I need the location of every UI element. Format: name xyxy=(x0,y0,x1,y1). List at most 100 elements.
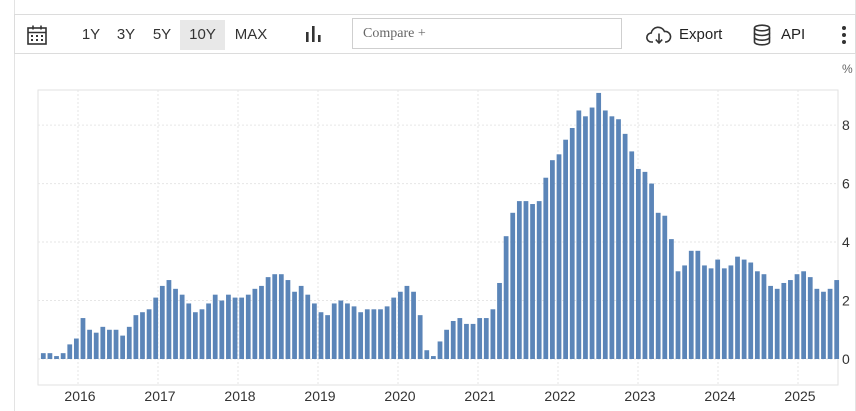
x-tick-label: 2021 xyxy=(464,388,495,404)
bar xyxy=(351,306,357,359)
bar xyxy=(153,297,159,359)
bar xyxy=(265,277,271,359)
bar xyxy=(173,288,178,359)
bar xyxy=(774,288,780,359)
bar xyxy=(801,271,807,359)
bar xyxy=(431,356,436,359)
bar xyxy=(358,312,364,359)
bar xyxy=(477,318,483,359)
range-max-button[interactable]: MAX xyxy=(234,26,268,43)
bar xyxy=(325,315,330,359)
range-10y-button[interactable]: 10Y xyxy=(180,20,225,50)
y-axis-unit: % xyxy=(842,62,853,76)
bar xyxy=(272,274,278,359)
bar xyxy=(735,256,740,359)
bar xyxy=(404,285,410,359)
bar xyxy=(364,309,370,359)
bar xyxy=(781,282,787,359)
compare-input[interactable] xyxy=(352,18,622,49)
bar xyxy=(245,294,251,359)
bar xyxy=(464,323,469,359)
bar xyxy=(675,271,681,359)
bar xyxy=(107,329,112,359)
api-button[interactable]: API xyxy=(753,20,813,50)
bar xyxy=(834,280,840,359)
bar xyxy=(384,306,390,359)
bar xyxy=(457,318,463,359)
y-tick-label: 8 xyxy=(842,117,850,133)
bar xyxy=(768,285,773,359)
bar xyxy=(616,119,621,359)
bar xyxy=(682,265,688,359)
y-tick-label: 4 xyxy=(842,234,850,250)
bar xyxy=(827,288,833,359)
bar xyxy=(60,353,66,359)
calendar-icon[interactable] xyxy=(26,24,48,46)
bar xyxy=(179,294,185,359)
bar xyxy=(378,309,383,359)
plot-area xyxy=(37,89,839,386)
bar xyxy=(371,309,377,359)
bar xyxy=(536,201,542,359)
chart-toolbar: 1Y 3Y 5Y 10Y MAX Export API xyxy=(14,14,856,54)
x-tick-label: 2017 xyxy=(144,388,175,404)
bar xyxy=(702,265,707,359)
bar xyxy=(510,212,516,359)
bar xyxy=(794,274,800,359)
bar xyxy=(40,353,46,359)
range-3y-button[interactable]: 3Y xyxy=(116,26,136,43)
bar xyxy=(126,326,132,359)
bar xyxy=(550,160,555,359)
bar xyxy=(113,329,119,359)
bar xyxy=(563,139,568,359)
bar xyxy=(338,300,344,359)
bar xyxy=(345,303,350,359)
bar xyxy=(133,315,139,359)
bar xyxy=(437,341,443,359)
bar xyxy=(67,344,73,359)
bar xyxy=(186,303,192,359)
bar xyxy=(807,277,813,359)
x-tick-label: 2025 xyxy=(784,388,815,404)
bar xyxy=(589,107,595,359)
bar xyxy=(569,128,575,359)
x-tick-label: 2018 xyxy=(224,388,255,404)
bar xyxy=(80,318,86,359)
bar xyxy=(788,280,793,359)
database-icon xyxy=(753,24,771,46)
bar xyxy=(728,265,734,359)
bar xyxy=(814,288,820,359)
bar-chart-icon[interactable] xyxy=(305,24,323,44)
bar xyxy=(688,250,694,359)
bar xyxy=(397,291,403,359)
bar xyxy=(748,262,754,359)
range-5y-button[interactable]: 5Y xyxy=(152,26,172,43)
x-tick-label: 2020 xyxy=(384,388,415,404)
bar xyxy=(530,204,535,359)
bar xyxy=(629,151,635,359)
bar xyxy=(754,271,760,359)
bar xyxy=(259,285,264,359)
bar xyxy=(516,201,522,359)
x-tick-label: 2019 xyxy=(304,388,335,404)
bar xyxy=(252,288,258,359)
bar xyxy=(761,274,767,359)
y-tick-label: 6 xyxy=(842,176,850,192)
bar xyxy=(100,326,106,359)
x-tick-label: 2023 xyxy=(624,388,655,404)
bar xyxy=(649,183,654,359)
bar xyxy=(219,300,225,359)
more-vertical-icon[interactable] xyxy=(837,22,851,48)
bar xyxy=(583,116,588,359)
bar xyxy=(54,356,59,359)
range-1y-button[interactable]: 1Y xyxy=(81,26,101,43)
bar xyxy=(232,297,238,359)
bar xyxy=(239,297,245,359)
bar xyxy=(318,312,324,359)
bar xyxy=(503,236,509,359)
bar xyxy=(305,294,311,359)
bar xyxy=(146,309,152,359)
bar xyxy=(278,274,284,359)
bar xyxy=(298,285,304,359)
x-tick-label: 2024 xyxy=(704,388,735,404)
